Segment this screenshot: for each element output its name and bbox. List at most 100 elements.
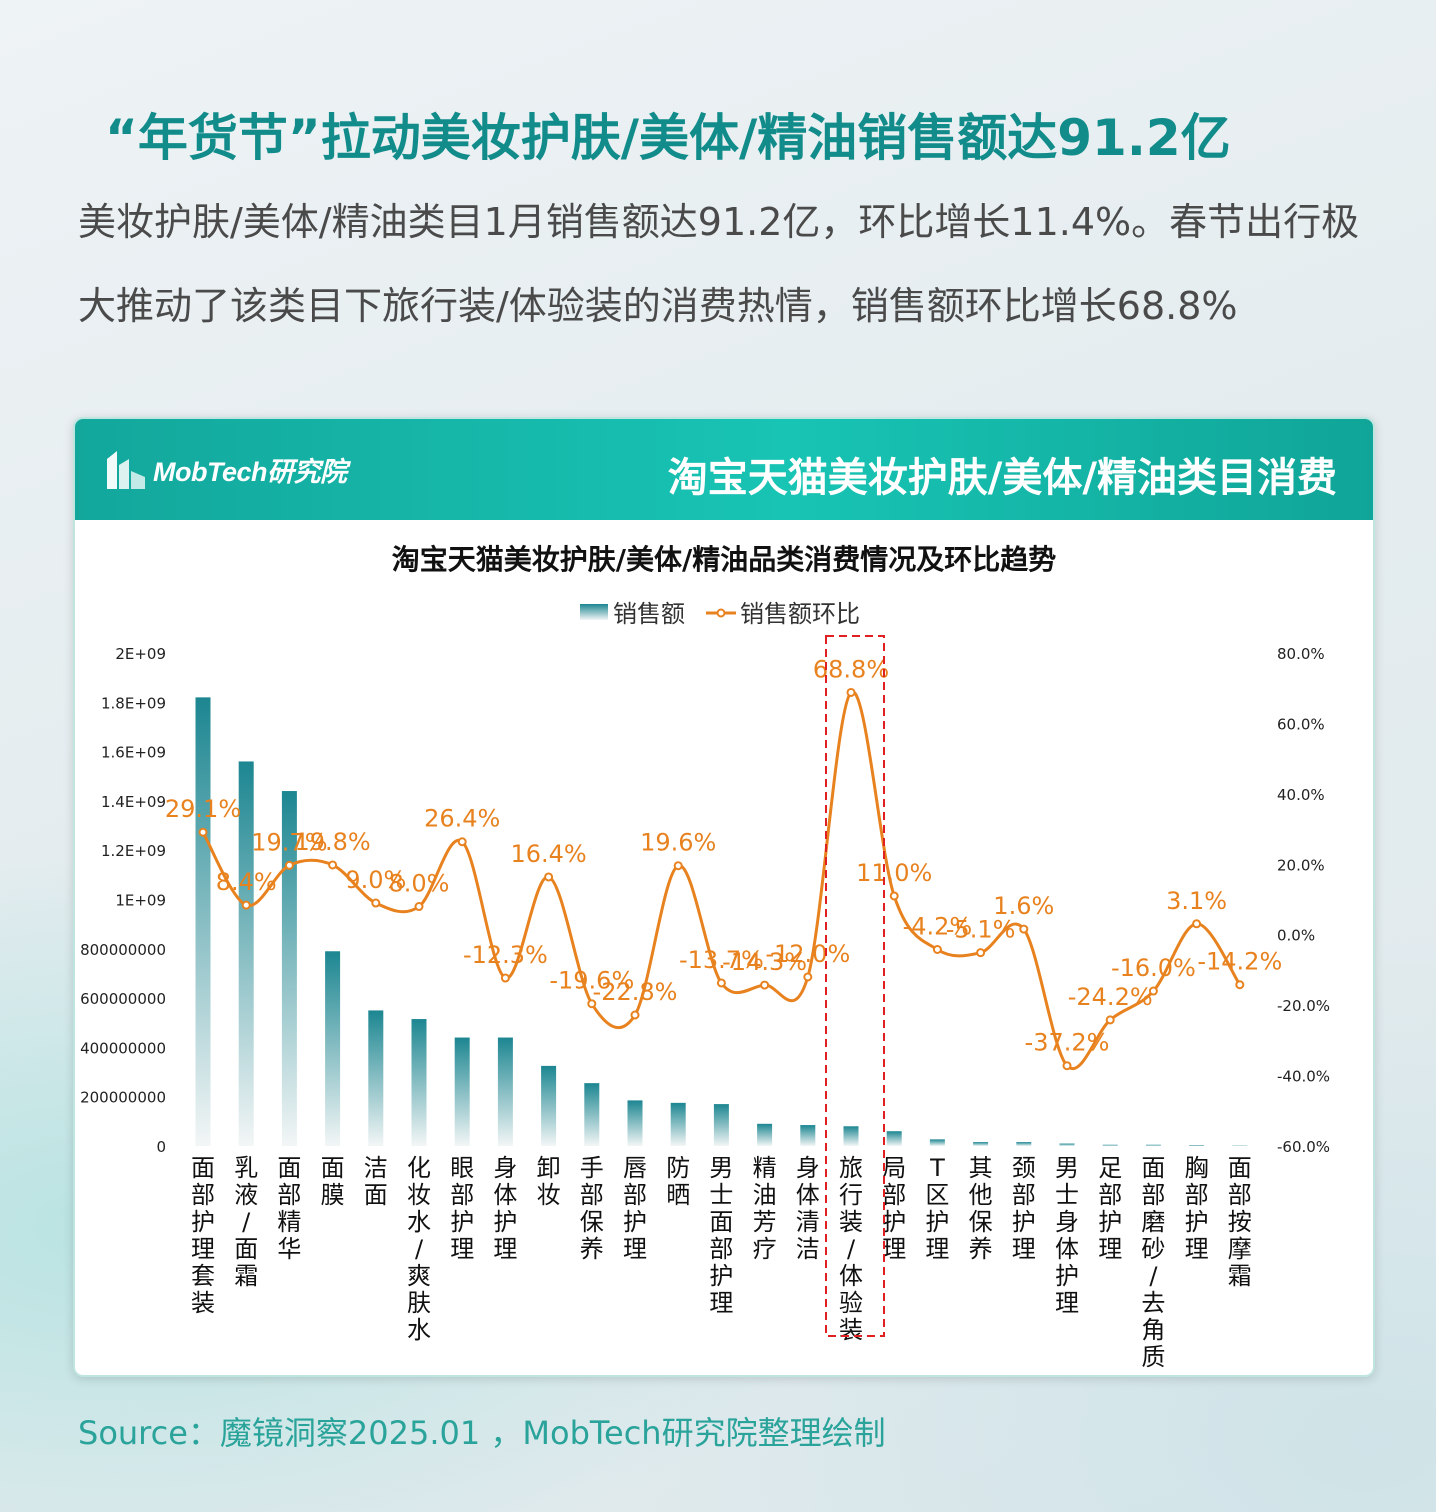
line-point	[241, 900, 251, 910]
x-axis-label-char: 乳	[234, 1154, 258, 1182]
x-axis-label-char: 护	[925, 1208, 949, 1236]
x-axis-label-char: 部	[882, 1181, 906, 1209]
x-axis-label-char: 体	[839, 1262, 863, 1290]
x-axis-label-char: T	[929, 1154, 945, 1182]
x-axis-label-char: 理	[450, 1235, 474, 1263]
bar	[1189, 1145, 1205, 1146]
x-axis-label-char: 部	[1141, 1181, 1165, 1209]
line-data-label: -22.8%	[593, 978, 678, 1006]
line-series-path	[201, 690, 1242, 1070]
bar-series	[195, 697, 1248, 1147]
x-axis-label-char: 洁	[364, 1154, 388, 1182]
line-data-label: -5.1%	[946, 916, 1016, 944]
line-data-label: -12.0%	[765, 940, 850, 968]
x-axis-label-char: 面	[277, 1154, 301, 1182]
x-axis-label-char: 护	[882, 1208, 906, 1236]
line-data-label: -14.2%	[1197, 948, 1282, 976]
x-axis-label-char: 胸	[1185, 1154, 1209, 1182]
line-data-label: 26.4%	[424, 805, 500, 833]
logo-building-icon	[107, 451, 145, 489]
x-axis-label-char: 装	[191, 1289, 215, 1317]
x-axis-label-char: 晒	[666, 1181, 690, 1209]
x-axis-labels: 面部护理套装乳液/面霜面部精华面膜洁面化妆水/爽肤水眼部护理身体护理卸妆手部保养…	[191, 1154, 1252, 1371]
line-data-label: -16.0%	[1111, 954, 1196, 982]
x-axis-label-char: 去	[1141, 1289, 1165, 1317]
x-axis-label-char: 保	[969, 1208, 993, 1236]
line-data-label: 19.6%	[640, 829, 716, 857]
bar	[1059, 1143, 1075, 1146]
y-left-tick-label: 800000000	[80, 941, 166, 959]
x-axis-label-char: 部	[1228, 1181, 1252, 1209]
line-data-label: 8.4%	[216, 868, 277, 896]
x-axis-label-char: 体	[796, 1181, 820, 1209]
legend-bar-label: 销售额	[613, 600, 685, 628]
highlight-box	[825, 635, 885, 1337]
x-axis-label-char: 护	[623, 1208, 647, 1236]
line-point	[1019, 924, 1029, 934]
mobtech-logo: MobTech研究院	[105, 439, 347, 499]
line-point	[1235, 980, 1245, 990]
x-axis-label-char: /	[847, 1235, 856, 1263]
x-axis-label-char: 角	[1141, 1316, 1165, 1344]
bar	[1102, 1144, 1118, 1146]
x-axis-label-char: 质	[1141, 1343, 1165, 1371]
x-axis-label-char: 护	[450, 1208, 474, 1236]
line-data-label: -4.2%	[903, 913, 973, 941]
y-left-tick-label: 1.6E+09	[101, 744, 166, 762]
chart-title: 淘宝天猫美妆护肤/美体/精油品类消费情况及环比趋势	[392, 543, 1056, 576]
x-axis-label-char: 部	[450, 1181, 474, 1209]
x-axis-label-char: 卸	[537, 1154, 561, 1182]
x-axis-label-char: 洁	[796, 1235, 820, 1263]
line-point	[846, 687, 856, 697]
bar	[843, 1126, 859, 1146]
x-axis-label-char: 面	[1141, 1154, 1165, 1182]
line-data-label: -12.3%	[463, 941, 548, 969]
x-axis-label-char: 理	[623, 1235, 647, 1263]
bar	[757, 1123, 773, 1146]
x-axis-label-char: 理	[1185, 1235, 1209, 1263]
line-data-label: -13.7%	[679, 946, 764, 974]
x-axis-label-char: 士	[1055, 1181, 1079, 1209]
x-axis-label-char: 磨	[1141, 1208, 1165, 1236]
x-axis-label-char: 男	[709, 1154, 733, 1182]
y-right-tick-label: 80.0%	[1277, 645, 1325, 663]
legend-bar-swatch	[580, 604, 608, 620]
line-point	[587, 999, 597, 1009]
bar	[368, 1010, 384, 1146]
y-left-tick-label: 1.8E+09	[101, 694, 166, 712]
x-axis-label-char: 身	[796, 1154, 820, 1182]
legend-line-marker	[716, 608, 726, 618]
x-axis-label-char: 霜	[1228, 1262, 1252, 1290]
y-right-tick-label: 20.0%	[1277, 856, 1325, 874]
line-point	[457, 837, 467, 847]
legend-line-label: 销售额环比	[740, 600, 860, 628]
x-axis-label-char: 霜	[234, 1262, 258, 1290]
bar	[238, 761, 254, 1146]
x-axis-label-char: 化	[407, 1154, 431, 1182]
x-axis-label-char: 装	[839, 1208, 863, 1236]
x-axis-label-char: 按	[1228, 1208, 1252, 1236]
x-axis-label-char: 区	[925, 1181, 949, 1209]
panel-header: MobTech研究院 淘宝天猫美妆护肤/美体/精油类目消费	[75, 419, 1373, 520]
line-data-label: -19.6%	[549, 967, 634, 995]
x-axis-label-char: 面	[191, 1154, 215, 1182]
line-point	[1062, 1061, 1072, 1071]
y-left-tick-label: 1.4E+09	[101, 793, 166, 811]
y-right-tick-label: -40.0%	[1277, 1068, 1330, 1086]
x-axis-label-char: 养	[580, 1235, 604, 1263]
line-data-label: 16.4%	[510, 840, 586, 868]
x-axis-label-char: 旅	[839, 1154, 863, 1182]
x-axis-label-char: 部	[191, 1181, 215, 1209]
x-axis-label-char: /	[415, 1235, 424, 1263]
line-data-label: -14.3%	[722, 948, 807, 976]
x-axis-label-char: 手	[580, 1154, 604, 1182]
bar	[411, 1019, 427, 1146]
x-axis-label-char: 护	[1055, 1262, 1079, 1290]
line-point	[932, 945, 942, 955]
y-axis-left: 0 200000000 400000000 600000000 800000000 1E+…	[80, 645, 166, 1156]
x-axis-label-char: 理	[925, 1235, 949, 1263]
x-axis-label-char: 部	[580, 1181, 604, 1209]
x-axis-label-char: 护	[493, 1208, 517, 1236]
bar	[627, 1100, 643, 1146]
x-axis-label-char: 护	[1012, 1208, 1036, 1236]
